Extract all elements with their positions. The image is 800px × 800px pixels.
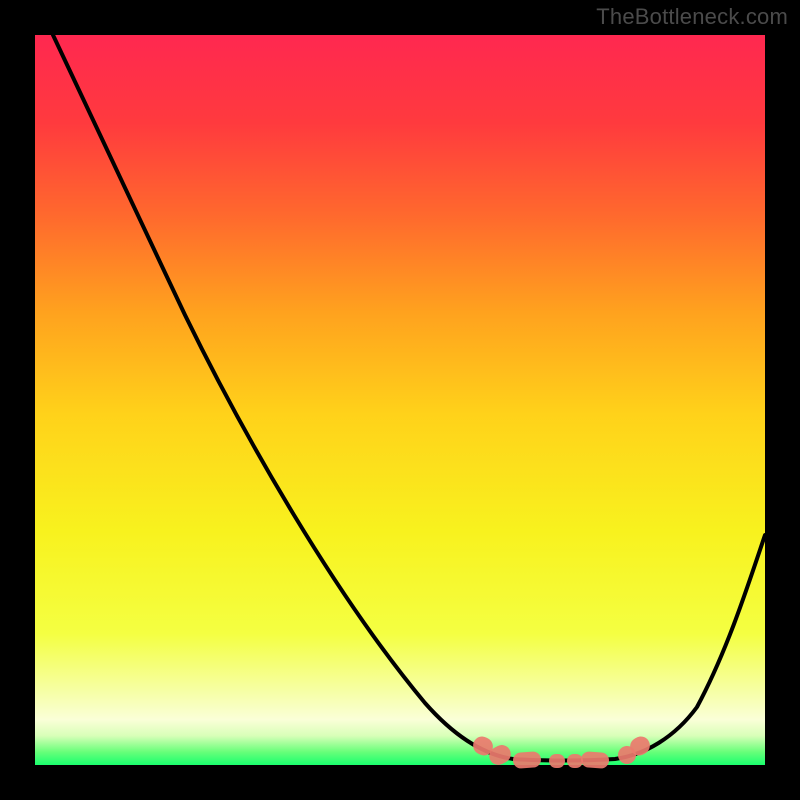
bottleneck-chart bbox=[35, 35, 765, 765]
marker bbox=[549, 754, 565, 768]
watermark-text: TheBottleneck.com bbox=[596, 4, 788, 30]
marker bbox=[567, 754, 583, 768]
gradient-background bbox=[35, 35, 765, 765]
plot-area bbox=[35, 35, 765, 765]
marker bbox=[512, 751, 541, 769]
marker bbox=[580, 751, 609, 769]
chart-frame: TheBottleneck.com bbox=[0, 0, 800, 800]
